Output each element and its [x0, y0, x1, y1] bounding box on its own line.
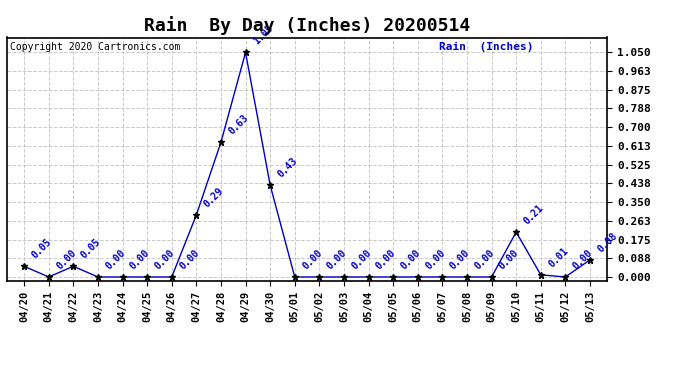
- Text: 0.00: 0.00: [300, 248, 324, 272]
- Text: 0.08: 0.08: [595, 231, 619, 254]
- Text: 0.00: 0.00: [152, 248, 177, 272]
- Text: 1.05: 1.05: [251, 23, 275, 47]
- Title: Rain  By Day (Inches) 20200514: Rain By Day (Inches) 20200514: [144, 16, 470, 34]
- Text: 0.29: 0.29: [202, 186, 226, 209]
- Text: 0.00: 0.00: [325, 248, 348, 272]
- Text: 0.63: 0.63: [226, 113, 250, 137]
- Text: 0.00: 0.00: [399, 248, 422, 272]
- Text: 0.00: 0.00: [177, 248, 201, 272]
- Text: 0.00: 0.00: [55, 248, 78, 272]
- Text: Copyright 2020 Cartronics.com: Copyright 2020 Cartronics.com: [10, 42, 180, 52]
- Text: 0.00: 0.00: [104, 248, 127, 272]
- Text: 0.00: 0.00: [448, 248, 471, 272]
- Text: 0.00: 0.00: [374, 248, 398, 272]
- Text: 0.43: 0.43: [276, 156, 299, 180]
- Text: 0.00: 0.00: [350, 248, 373, 272]
- Text: 0.00: 0.00: [473, 248, 496, 272]
- Text: Rain  (Inches): Rain (Inches): [439, 42, 533, 52]
- Text: 0.05: 0.05: [30, 237, 53, 261]
- Text: 0.00: 0.00: [424, 248, 447, 272]
- Text: 0.00: 0.00: [497, 248, 521, 272]
- Text: 0.05: 0.05: [79, 237, 103, 261]
- Text: 0.01: 0.01: [546, 246, 570, 269]
- Text: 0.21: 0.21: [522, 203, 545, 226]
- Text: 0.00: 0.00: [128, 248, 152, 272]
- Text: 0.00: 0.00: [571, 248, 595, 272]
